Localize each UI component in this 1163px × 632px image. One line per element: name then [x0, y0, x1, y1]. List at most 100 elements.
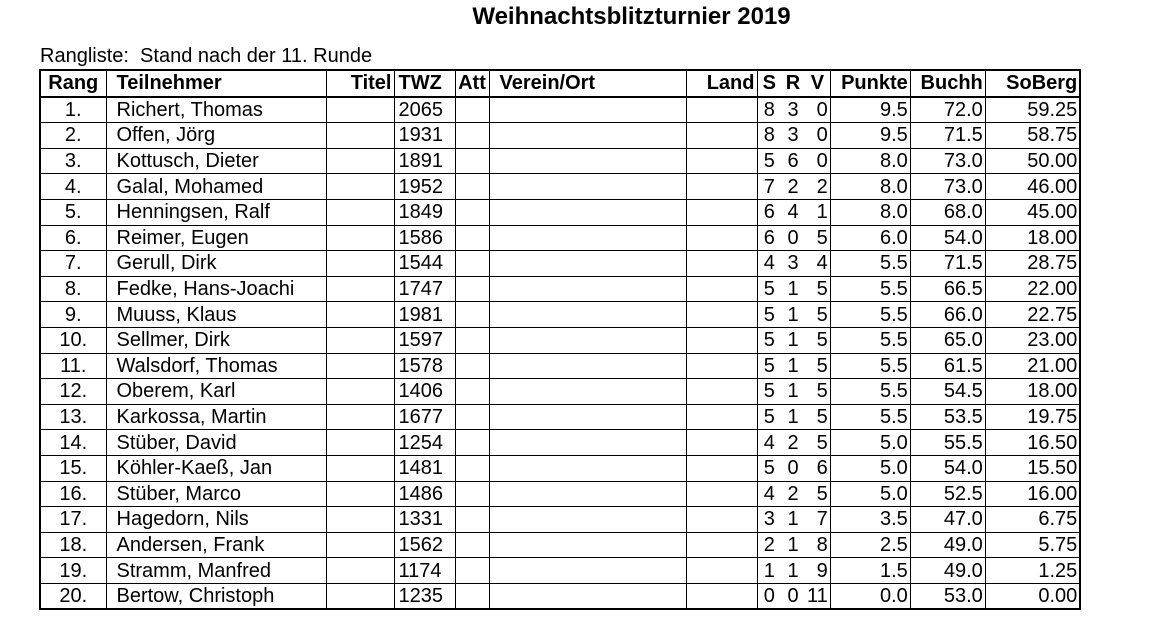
cell-land — [685, 122, 758, 149]
cell-soberg: 0.00 — [984, 582, 1081, 610]
cell-v: 5 — [805, 403, 831, 431]
table-row: 1. Richert, Thomas 2065 8 3 0 9.5 72.0 59.25 — [39, 96, 1081, 124]
cell-teilnehmer: Henningsen, Ralf — [105, 198, 327, 226]
cell-twz: 1981 — [393, 301, 456, 328]
cell-rang: 2. — [39, 122, 107, 149]
cell-s: 1 — [757, 557, 781, 584]
cell-soberg: 21.00 — [984, 352, 1081, 380]
cell-rang: 17. — [39, 506, 107, 533]
cell-att — [454, 352, 490, 380]
cell-twz: 1891 — [393, 147, 456, 175]
cell-buchh: 54.5 — [909, 378, 986, 405]
header-punkte: Punkte — [829, 69, 911, 98]
cell-verein — [488, 122, 687, 149]
table-row: 10. Sellmer, Dirk 1597 5 1 5 5.5 65.0 23.00 — [39, 326, 1081, 354]
cell-buchh: 55.5 — [909, 429, 986, 456]
cell-titel — [325, 557, 395, 584]
header-s: S — [757, 69, 781, 98]
header-land: Land — [685, 69, 758, 98]
cell-titel — [325, 429, 395, 456]
table-row: 2. Offen, Jörg 1931 8 3 0 9.5 71.5 58.75 — [39, 122, 1081, 149]
cell-s: 5 — [757, 403, 781, 431]
cell-teilnehmer: Richert, Thomas — [105, 96, 327, 124]
cell-s: 5 — [757, 378, 781, 405]
cell-teilnehmer: Muuss, Klaus — [105, 301, 327, 328]
cell-twz: 1597 — [393, 326, 456, 354]
cell-verein — [488, 480, 687, 508]
cell-buchh: 72.0 — [909, 96, 986, 124]
cell-r: 1 — [781, 403, 805, 431]
cell-land — [685, 582, 758, 610]
cell-att — [454, 147, 490, 175]
cell-twz: 1931 — [393, 122, 456, 149]
cell-titel — [325, 224, 395, 252]
cell-twz: 1331 — [393, 506, 456, 533]
cell-titel — [325, 403, 395, 431]
cell-v: 5 — [805, 275, 831, 303]
cell-titel — [325, 173, 395, 200]
cell-punkte: 5.5 — [829, 352, 911, 380]
cell-land — [685, 531, 758, 559]
table-row: 12. Oberem, Karl 1406 5 1 5 5.5 54.5 18.00 — [39, 378, 1081, 405]
cell-soberg: 50.00 — [984, 147, 1081, 175]
header-rang: Rang — [39, 69, 107, 98]
cell-land — [685, 403, 758, 431]
cell-buchh: 53.0 — [909, 582, 986, 610]
cell-teilnehmer: Stramm, Manfred — [105, 557, 327, 584]
cell-land — [685, 352, 758, 380]
cell-rang: 16. — [39, 480, 107, 508]
cell-land — [685, 173, 758, 200]
cell-att — [454, 429, 490, 456]
cell-twz: 1747 — [393, 275, 456, 303]
cell-teilnehmer: Stüber, Marco — [105, 480, 327, 508]
cell-rang: 6. — [39, 224, 107, 252]
cell-s: 6 — [757, 224, 781, 252]
header-v: V — [805, 69, 831, 98]
cell-punkte: 5.5 — [829, 378, 911, 405]
cell-s: 5 — [757, 352, 781, 380]
cell-s: 7 — [757, 173, 781, 200]
cell-att — [454, 480, 490, 508]
cell-att — [454, 122, 490, 149]
cell-r: 1 — [781, 352, 805, 380]
cell-teilnehmer: Kottusch, Dieter — [105, 147, 327, 175]
cell-land — [685, 147, 758, 175]
table-header-row: Rang Teilnehmer Titel TWZ Att Verein/Ort… — [39, 69, 1081, 98]
table-row: 18. Andersen, Frank 1562 2 1 8 2.5 49.0 5.75 — [39, 531, 1081, 559]
table-row: 19. Stramm, Manfred 1174 1 1 9 1.5 49.0 1.25 — [39, 557, 1081, 584]
cell-soberg: 16.50 — [984, 429, 1081, 456]
cell-r: 3 — [781, 250, 805, 277]
cell-titel — [325, 352, 395, 380]
cell-land — [685, 429, 758, 456]
header-titel: Titel — [325, 69, 395, 98]
header-r: R — [781, 69, 805, 98]
cell-land — [685, 378, 758, 405]
cell-verein — [488, 275, 687, 303]
table-row: 8. Fedke, Hans-Joachi 1747 5 1 5 5.5 66.5 22.00 — [39, 275, 1081, 303]
cell-rang: 10. — [39, 326, 107, 354]
cell-twz: 1586 — [393, 224, 456, 252]
cell-verein — [488, 250, 687, 277]
cell-v: 1 — [805, 198, 831, 226]
cell-twz: 1849 — [393, 198, 456, 226]
cell-punkte: 5.5 — [829, 403, 911, 431]
header-teilnehmer: Teilnehmer — [105, 69, 327, 98]
cell-teilnehmer: Reimer, Eugen — [105, 224, 327, 252]
cell-punkte: 5.5 — [829, 301, 911, 328]
cell-titel — [325, 275, 395, 303]
cell-punkte: 3.5 — [829, 506, 911, 533]
cell-soberg: 46.00 — [984, 173, 1081, 200]
cell-r: 4 — [781, 198, 805, 226]
cell-rang: 13. — [39, 403, 107, 431]
cell-buchh: 54.0 — [909, 224, 986, 252]
cell-rang: 20. — [39, 582, 107, 610]
table-row: 17. Hagedorn, Nils 1331 3 1 7 3.5 47.0 6.75 — [39, 506, 1081, 533]
cell-r: 2 — [781, 480, 805, 508]
cell-verein — [488, 557, 687, 584]
cell-soberg: 23.00 — [984, 326, 1081, 354]
cell-v: 9 — [805, 557, 831, 584]
cell-verein — [488, 173, 687, 200]
cell-land — [685, 275, 758, 303]
cell-verein — [488, 506, 687, 533]
cell-s: 5 — [757, 454, 781, 482]
